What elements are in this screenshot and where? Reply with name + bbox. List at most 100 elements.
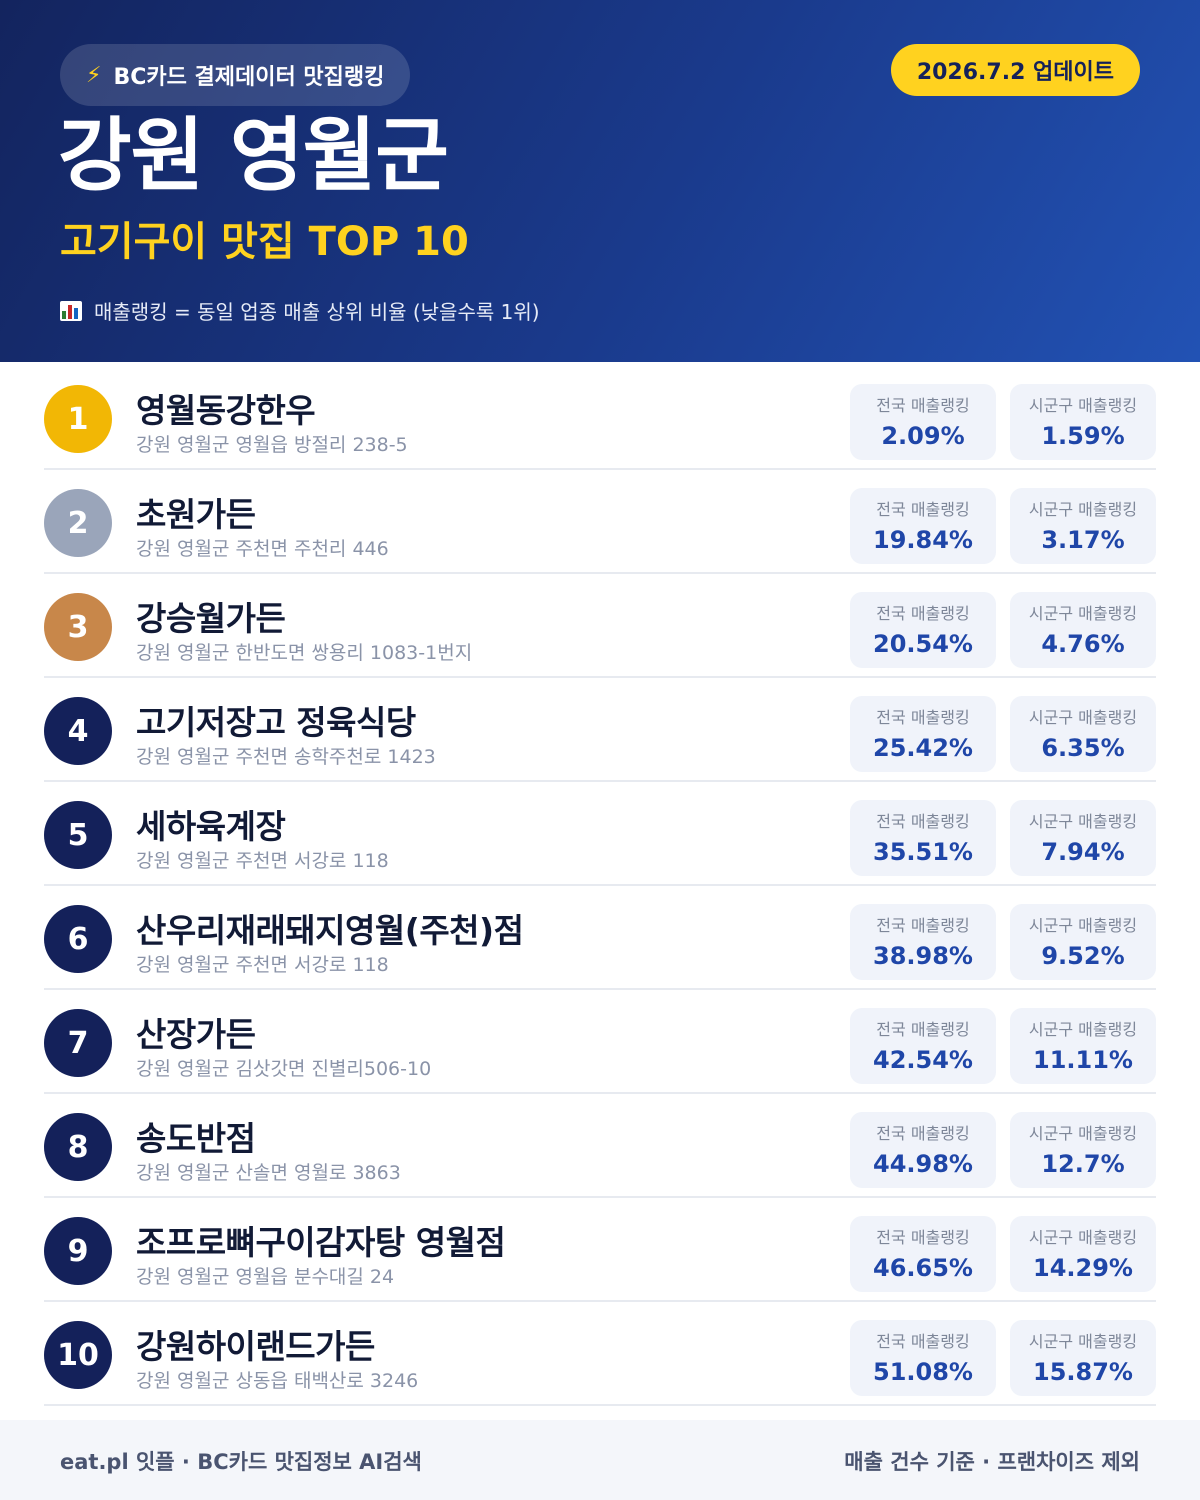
national-ranking-label: 전국 매출랭킹 — [876, 1228, 970, 1247]
local-ranking-value: 14.29% — [1033, 1254, 1133, 1282]
ranking-row[interactable]: 7 산장가든 강원 영월군 김삿갓면 진별리506-10 전국 매출랭킹 42.54% 시… — [44, 990, 1156, 1094]
local-ranking-card: 시군구 매출랭킹 12.7% — [1010, 1112, 1156, 1188]
national-ranking-label: 전국 매출랭킹 — [876, 1124, 970, 1143]
rank-badge: 7 — [44, 1009, 112, 1077]
ranking-row[interactable]: 2 초원가든 강원 영월군 주천면 주천리 446 전국 매출랭킹 19.84% 시군구 … — [44, 470, 1156, 574]
restaurant-address: 강원 영월군 영월읍 분수대길 24 — [136, 1266, 395, 1288]
local-ranking-label: 시군구 매출랭킹 — [1028, 1332, 1138, 1351]
rank-badge: 5 — [44, 801, 112, 869]
restaurant-name: 초원가든 — [136, 495, 256, 534]
brand-pill: ⚡ BC카드 결제데이터 맛집랭킹 — [60, 44, 411, 106]
national-ranking-card: 전국 매출랭킹 42.54% — [850, 1008, 996, 1084]
rank-badge: 1 — [44, 385, 112, 453]
national-ranking-value: 46.65% — [873, 1254, 973, 1282]
local-ranking-value: 4.76% — [1041, 630, 1125, 658]
national-ranking-value: 20.54% — [873, 630, 973, 658]
local-ranking-value: 11.11% — [1033, 1046, 1133, 1074]
national-ranking-label: 전국 매출랭킹 — [876, 916, 970, 935]
restaurant-name: 산장가든 — [136, 1015, 256, 1054]
restaurant-name: 산우리재래돼지영월(주천)점 — [136, 911, 524, 950]
restaurant-address: 강원 영월군 영월읍 방절리 238-5 — [136, 434, 408, 456]
local-ranking-card: 시군구 매출랭킹 14.29% — [1010, 1216, 1156, 1292]
national-ranking-card: 전국 매출랭킹 2.09% — [850, 384, 996, 460]
local-ranking-label: 시군구 매출랭킹 — [1028, 604, 1138, 623]
national-ranking-value: 2.09% — [881, 422, 965, 450]
rank-badge: 8 — [44, 1113, 112, 1181]
footer: eat.pl 잇플 · BC카드 맛집정보 AI검색 매출 건수 기준 · 프랜… — [0, 1420, 1200, 1500]
national-ranking-value: 51.08% — [873, 1358, 973, 1386]
restaurant-name: 고기저장고 정육식당 — [136, 703, 416, 742]
rank-badge: 10 — [44, 1321, 112, 1389]
national-ranking-label: 전국 매출랭킹 — [876, 604, 970, 623]
national-ranking-value: 42.54% — [873, 1046, 973, 1074]
local-ranking-label: 시군구 매출랭킹 — [1028, 812, 1138, 831]
restaurant-address: 강원 영월군 주천면 서강로 118 — [136, 954, 389, 976]
local-ranking-card: 시군구 매출랭킹 11.11% — [1010, 1008, 1156, 1084]
sub-title: 고기구이 맛집 TOP 10 — [60, 219, 469, 265]
local-ranking-label: 시군구 매출랭킹 — [1028, 1124, 1138, 1143]
local-ranking-label: 시군구 매출랭킹 — [1028, 1228, 1138, 1247]
footer-source: eat.pl 잇플 · BC카드 맛집정보 AI검색 — [60, 1450, 422, 1474]
national-ranking-value: 35.51% — [873, 838, 973, 866]
local-ranking-value: 15.87% — [1033, 1358, 1133, 1386]
national-ranking-label: 전국 매출랭킹 — [876, 396, 970, 415]
ranking-row[interactable]: 5 세하육계장 강원 영월군 주천면 서강로 118 전국 매출랭킹 35.51% 시군구… — [44, 782, 1156, 886]
restaurant-name: 강승월가든 — [136, 599, 286, 638]
legend-note: 매출랭킹 = 동일 업종 매출 상위 비율 (낮을수록 1위) — [60, 296, 540, 325]
restaurant-address: 강원 영월군 상동읍 태백산로 3246 — [136, 1370, 419, 1392]
local-ranking-label: 시군구 매출랭킹 — [1028, 916, 1138, 935]
footer-criteria: 매출 건수 기준 · 프랜차이즈 제외 — [844, 1450, 1140, 1474]
restaurant-name: 조프로뼈구이감자탕 영월점 — [136, 1223, 506, 1262]
national-ranking-label: 전국 매출랭킹 — [876, 812, 970, 831]
national-ranking-value: 44.98% — [873, 1150, 973, 1178]
local-ranking-value: 9.52% — [1041, 942, 1125, 970]
restaurant-address: 강원 영월군 김삿갓면 진별리506-10 — [136, 1058, 432, 1080]
local-ranking-value: 6.35% — [1041, 734, 1125, 762]
national-ranking-value: 38.98% — [873, 942, 973, 970]
restaurant-address: 강원 영월군 한반도면 쌍용리 1083-1번지 — [136, 642, 473, 664]
local-ranking-card: 시군구 매출랭킹 6.35% — [1010, 696, 1156, 772]
ranking-row[interactable]: 4 고기저장고 정육식당 강원 영월군 주천면 송학주천로 1423 전국 매출랭킹 2… — [44, 678, 1156, 782]
rank-badge: 9 — [44, 1217, 112, 1285]
national-ranking-card: 전국 매출랭킹 38.98% — [850, 904, 996, 980]
restaurant-address: 강원 영월군 주천면 주천리 446 — [136, 538, 389, 560]
rank-badge: 3 — [44, 593, 112, 661]
national-ranking-card: 전국 매출랭킹 20.54% — [850, 592, 996, 668]
header-banner: ⚡ BC카드 결제데이터 맛집랭킹 2026.7.2 업데이트 강원 영월군 고… — [0, 0, 1200, 362]
ranking-row[interactable]: 8 송도반점 강원 영월군 산솔면 영월로 3863 전국 매출랭킹 44.98% 시군구… — [44, 1094, 1156, 1198]
national-ranking-card: 전국 매출랭킹 44.98% — [850, 1112, 996, 1188]
rank-badge: 6 — [44, 905, 112, 973]
local-ranking-value: 1.59% — [1041, 422, 1125, 450]
local-ranking-card: 시군구 매출랭킹 9.52% — [1010, 904, 1156, 980]
rank-badge: 2 — [44, 489, 112, 557]
restaurant-name: 세하육계장 — [136, 807, 286, 846]
brand-label: BC카드 결제데이터 맛집랭킹 — [113, 65, 385, 90]
national-ranking-card: 전국 매출랭킹 25.42% — [850, 696, 996, 772]
local-ranking-label: 시군구 매출랭킹 — [1028, 708, 1138, 727]
local-ranking-label: 시군구 매출랭킹 — [1028, 1020, 1138, 1039]
national-ranking-label: 전국 매출랭킹 — [876, 1332, 970, 1351]
local-ranking-label: 시군구 매출랭킹 — [1028, 396, 1138, 415]
national-ranking-label: 전국 매출랭킹 — [876, 500, 970, 519]
national-ranking-card: 전국 매출랭킹 35.51% — [850, 800, 996, 876]
national-ranking-card: 전국 매출랭킹 46.65% — [850, 1216, 996, 1292]
lightning-icon: ⚡ — [86, 62, 102, 88]
local-ranking-card: 시군구 매출랭킹 1.59% — [1010, 384, 1156, 460]
local-ranking-card: 시군구 매출랭킹 7.94% — [1010, 800, 1156, 876]
restaurant-name: 강원하이랜드가든 — [136, 1327, 375, 1366]
local-ranking-card: 시군구 매출랭킹 4.76% — [1010, 592, 1156, 668]
update-badge: 2026.7.2 업데이트 — [890, 44, 1140, 96]
national-ranking-value: 25.42% — [873, 734, 973, 762]
legend-note-text: 매출랭킹 = 동일 업종 매출 상위 비율 (낮을수록 1위) — [94, 300, 540, 324]
restaurant-address: 강원 영월군 산솔면 영월로 3863 — [136, 1162, 401, 1184]
restaurant-name: 영월동강한우 — [136, 391, 316, 430]
local-ranking-card: 시군구 매출랭킹 3.17% — [1010, 488, 1156, 564]
local-ranking-card: 시군구 매출랭킹 15.87% — [1010, 1320, 1156, 1396]
region-title: 강원 영월군 — [58, 109, 449, 202]
restaurant-address: 강원 영월군 주천면 송학주천로 1423 — [136, 746, 436, 768]
